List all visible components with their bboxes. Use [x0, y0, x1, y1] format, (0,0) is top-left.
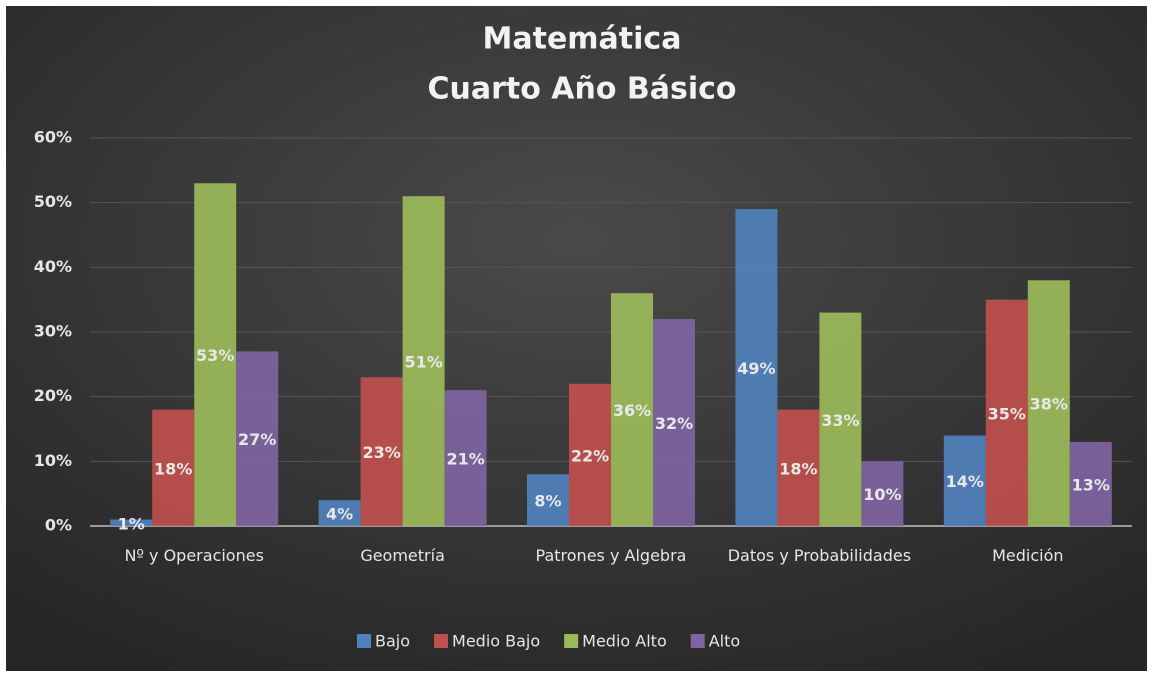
data-label: 4% — [326, 505, 353, 524]
x-tick-label: Geometría — [360, 546, 445, 565]
data-label: 53% — [196, 346, 234, 365]
bar — [444, 390, 487, 526]
bar — [360, 377, 403, 526]
bar — [985, 299, 1028, 526]
bar — [819, 312, 862, 526]
legend-label: Medio Alto — [582, 632, 667, 651]
data-label: 10% — [863, 485, 901, 504]
x-tick-label: Datos y Probabilidades — [727, 546, 912, 565]
x-tick-label: Patrones y Algebra — [535, 546, 687, 565]
data-label: 49% — [737, 359, 775, 378]
y-tick-label: 20% — [34, 386, 72, 405]
x-tick-label: Medición — [992, 546, 1064, 565]
bar — [611, 293, 653, 526]
y-tick-label: 10% — [34, 451, 72, 470]
data-label: 14% — [946, 472, 984, 491]
legend-label: Bajo — [375, 632, 410, 651]
data-label: 38% — [1030, 395, 1068, 414]
y-tick-label: 0% — [45, 516, 72, 535]
bar — [653, 319, 695, 526]
x-tick-label: Nº y Operaciones — [124, 546, 264, 565]
chart-title: Matemática — [483, 22, 682, 57]
bar — [152, 409, 195, 526]
data-label: 8% — [534, 492, 561, 511]
y-tick-label: 30% — [34, 322, 72, 341]
bar — [402, 196, 445, 526]
legend-swatch — [564, 634, 579, 648]
bar — [236, 351, 279, 526]
legend-swatch — [434, 634, 449, 648]
data-label: 23% — [362, 443, 400, 462]
bar — [110, 519, 153, 526]
bar — [318, 500, 361, 526]
bar — [569, 383, 611, 526]
data-label: 13% — [1072, 475, 1110, 494]
y-tick-label: 60% — [34, 128, 72, 147]
data-label: 51% — [404, 353, 442, 372]
data-label: 32% — [655, 414, 693, 433]
legend-swatch — [357, 634, 371, 648]
bar — [527, 474, 569, 526]
data-label: 33% — [821, 411, 859, 430]
bar — [194, 183, 237, 526]
data-label: 18% — [154, 459, 192, 478]
data-label: 21% — [446, 450, 484, 469]
bar — [1069, 441, 1112, 526]
legend-label: Alto — [709, 632, 740, 651]
bar — [1027, 280, 1070, 526]
y-tick-label: 40% — [34, 257, 72, 276]
data-label: 22% — [571, 446, 609, 465]
data-label: 36% — [613, 401, 651, 420]
y-tick-label: 50% — [34, 192, 72, 211]
data-label: 18% — [779, 459, 817, 478]
chart-subtitle: Cuarto Año Básico — [427, 72, 736, 107]
legend-swatch — [690, 634, 705, 648]
bar — [943, 435, 986, 526]
data-label: 35% — [988, 404, 1026, 423]
data-label: 1% — [118, 514, 145, 533]
bar — [861, 461, 904, 526]
legend-label: Medio Bajo — [452, 632, 540, 651]
bar — [735, 209, 778, 526]
data-label: 27% — [238, 430, 276, 449]
bar — [777, 409, 820, 526]
